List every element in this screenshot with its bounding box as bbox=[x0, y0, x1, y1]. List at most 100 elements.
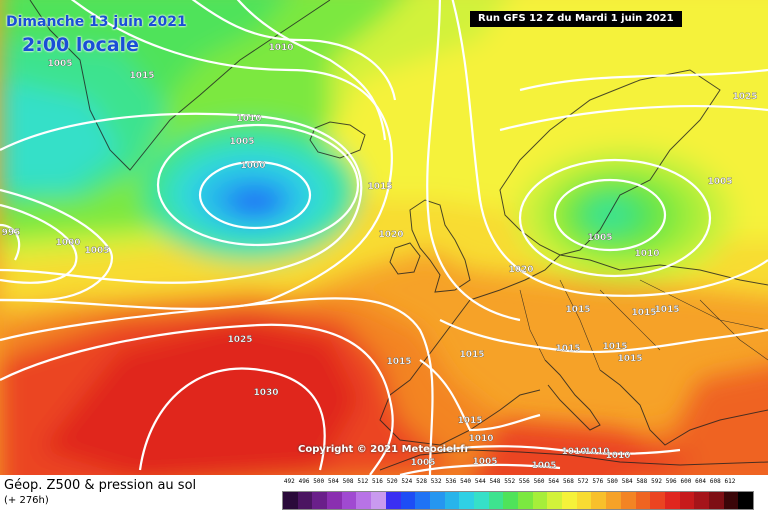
scale-cell-516 bbox=[371, 492, 386, 509]
scale-label-496: 496 bbox=[298, 478, 310, 485]
scale-cell-612 bbox=[723, 492, 739, 509]
scale-cell-512 bbox=[356, 492, 372, 509]
scale-label-532: 532 bbox=[430, 478, 442, 485]
isobar-label-iso-1015-sp: 1015 bbox=[457, 416, 482, 426]
scale-cell-564 bbox=[547, 492, 563, 509]
scale-label-560: 560 bbox=[533, 478, 545, 485]
scale-cell-528 bbox=[415, 492, 430, 509]
scale-label-584: 584 bbox=[621, 478, 633, 485]
isobar-995-w bbox=[0, 223, 21, 261]
isobar-1015-sp bbox=[419, 359, 541, 432]
forecast-time: 2:00 locale bbox=[22, 34, 139, 56]
isobar-label-iso-1010-balt: 1010 bbox=[634, 249, 659, 259]
scale-label-604: 604 bbox=[695, 478, 707, 485]
scale-cell-572 bbox=[576, 492, 592, 509]
isobar-labels: 1010 1005 1015 1010 1005 1000 1015 995 1000 1005 1… bbox=[1, 43, 757, 471]
scale-label-564: 564 bbox=[548, 478, 560, 485]
scale-label-596: 596 bbox=[665, 478, 677, 485]
scale-cell-544 bbox=[473, 492, 489, 509]
isobar-label-iso-1010-e5: 1010 bbox=[605, 451, 630, 461]
europe-coast bbox=[469, 254, 768, 301]
scale-label-556: 556 bbox=[518, 478, 530, 485]
isobar-label-iso-1000-w: 1000 bbox=[55, 238, 80, 248]
forecast-date: Dimanche 13 juin 2021 bbox=[6, 14, 187, 30]
isobar-label-iso-1015-ita: 1015 bbox=[555, 344, 580, 354]
isobar-label-iso-1025-atl: 1025 bbox=[227, 335, 252, 345]
isobar-label-iso-1015-bal: 1015 bbox=[602, 342, 627, 352]
color-scale-labels: 492 496 500 504 508 512 516 520 524 528 532 536 540 5… bbox=[282, 478, 752, 488]
isobar-1010-scan bbox=[518, 158, 712, 278]
isobar-1015-med bbox=[439, 319, 768, 354]
isobar-1000-w bbox=[0, 203, 78, 284]
scale-label-504: 504 bbox=[327, 478, 339, 485]
borders bbox=[519, 279, 768, 371]
isobar-label-iso-1005-ice: 1005 bbox=[229, 137, 254, 147]
isobar-1020-mid bbox=[426, 0, 521, 322]
isobar-label-iso-1030-az: 1030 bbox=[253, 388, 278, 398]
isobar-label-iso-995-w: 995 bbox=[2, 228, 21, 238]
scale-label-512: 512 bbox=[357, 478, 369, 485]
scale-cell-576 bbox=[591, 492, 607, 509]
scale-label-552: 552 bbox=[504, 478, 516, 485]
scale-cell-568 bbox=[562, 492, 577, 509]
scale-cell-540 bbox=[459, 492, 474, 509]
isobar-label-iso-1015-alps: 1015 bbox=[565, 305, 590, 315]
scale-cell-592 bbox=[650, 492, 665, 509]
balkans-coast bbox=[599, 369, 768, 446]
scale-cell-500 bbox=[312, 492, 328, 509]
isobar-label-iso-1010-ice: 1010 bbox=[236, 114, 261, 124]
scale-label-524: 524 bbox=[401, 478, 413, 485]
isobar-label-iso-1010-naf: 1010 bbox=[468, 434, 493, 444]
isobar-label-iso-1015-e2: 1015 bbox=[654, 305, 679, 315]
isobar-1015-scan bbox=[451, 0, 768, 297]
isobar-lines bbox=[0, 0, 768, 475]
isobar-label-iso-1005-nw: 1005 bbox=[47, 59, 72, 69]
scale-label-572: 572 bbox=[577, 478, 589, 485]
map-canvas: 1010 1005 1015 1010 1005 1000 1015 995 1000 1005 1… bbox=[0, 0, 768, 475]
isobar-label-iso-1015-bal2: 1015 bbox=[617, 354, 642, 364]
iceland-coast bbox=[309, 121, 366, 159]
scale-label-544: 544 bbox=[474, 478, 486, 485]
isobar-label-iso-1015-ib: 1015 bbox=[386, 357, 411, 367]
coastlines bbox=[29, 0, 768, 471]
africa-coast bbox=[379, 449, 768, 471]
isobar-label-iso-1010-e3: 1010 bbox=[561, 447, 586, 457]
isobar-label-iso-1010-nw: 1010 bbox=[268, 43, 293, 53]
scale-label-528: 528 bbox=[416, 478, 427, 485]
france-spain-coast bbox=[379, 299, 541, 446]
scale-label-548: 548 bbox=[489, 478, 501, 485]
scale-cell-532 bbox=[429, 492, 445, 509]
isobar-1020-ne bbox=[499, 105, 768, 132]
scale-cell-604 bbox=[694, 492, 709, 509]
isobar-label-iso-1005-af3: 1005 bbox=[531, 461, 556, 471]
scale-label-492: 492 bbox=[283, 478, 295, 485]
isobar-label-iso-1005-w: 1005 bbox=[84, 246, 109, 256]
isobar-label-iso-1015-nw: 1015 bbox=[129, 71, 154, 81]
scale-label-576: 576 bbox=[592, 478, 604, 485]
scale-label-592: 592 bbox=[651, 478, 662, 485]
scale-cell-496 bbox=[297, 492, 313, 509]
isobar-1010-ring bbox=[0, 112, 363, 284]
scale-cell-588 bbox=[635, 492, 651, 509]
scale-cell-548 bbox=[488, 492, 504, 509]
isobar-label-iso-1010-e4: 1010 bbox=[584, 447, 609, 457]
isobar-label-iso-1015-mid: 1015 bbox=[367, 182, 392, 192]
isobar-label-iso-1025-ne: 1025 bbox=[732, 92, 757, 102]
italy-coast bbox=[544, 359, 601, 431]
scale-cell-536 bbox=[444, 492, 460, 509]
greenland-coast bbox=[29, 0, 331, 171]
scale-cell-max bbox=[738, 492, 753, 509]
isobar-1015-b bbox=[191, 0, 397, 101]
scale-label-516: 516 bbox=[372, 478, 383, 485]
scale-cell-608 bbox=[708, 492, 724, 509]
scale-label-540: 540 bbox=[460, 478, 472, 485]
scale-cell-524 bbox=[400, 492, 416, 509]
scale-label-608: 608 bbox=[709, 478, 721, 485]
isobar-label-iso-1015-e1: 1015 bbox=[631, 308, 656, 318]
legend-footer: Géop. Z500 & pression au sol (+ 276h) 49… bbox=[0, 475, 768, 512]
color-scale-bar bbox=[282, 491, 754, 510]
isobar-1025-atl bbox=[0, 323, 394, 475]
scale-label-612: 612 bbox=[724, 478, 736, 485]
isobar-1000-ring bbox=[198, 160, 312, 230]
isobar-1015-a bbox=[0, 0, 393, 310]
